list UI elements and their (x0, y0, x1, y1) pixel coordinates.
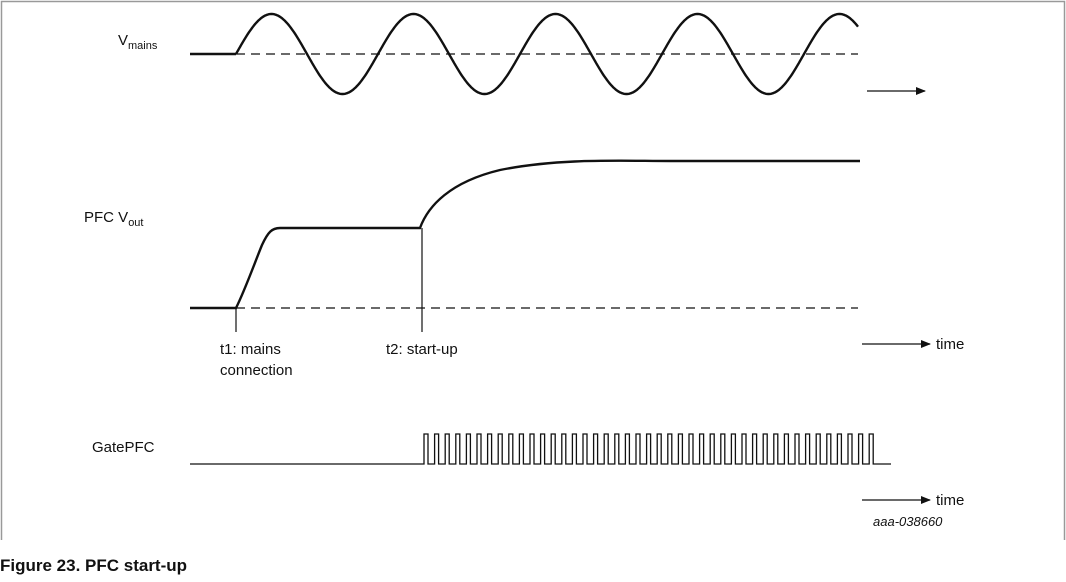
t1-label-line2: connection (220, 362, 293, 379)
figure-caption: Figure 23. PFC start-up (0, 556, 187, 575)
t2-label: t2: start-up (386, 341, 458, 358)
vmains-label: Vmains (118, 32, 158, 52)
time-label-2: time (936, 492, 964, 509)
figure-code: aaa-038660 (873, 514, 943, 529)
figure-frame (0, 0, 1066, 540)
gatepfc-waveform (190, 433, 891, 465)
pfc-vout-waveform (190, 159, 860, 310)
t1-label-line1: t1: mains (220, 341, 281, 358)
pfc-vout-label: PFC Vout (84, 209, 143, 229)
vmains-sine-wave (234, 12, 859, 96)
gatepfc-label: GatePFC (92, 439, 155, 456)
time-label-1: time (936, 336, 964, 353)
